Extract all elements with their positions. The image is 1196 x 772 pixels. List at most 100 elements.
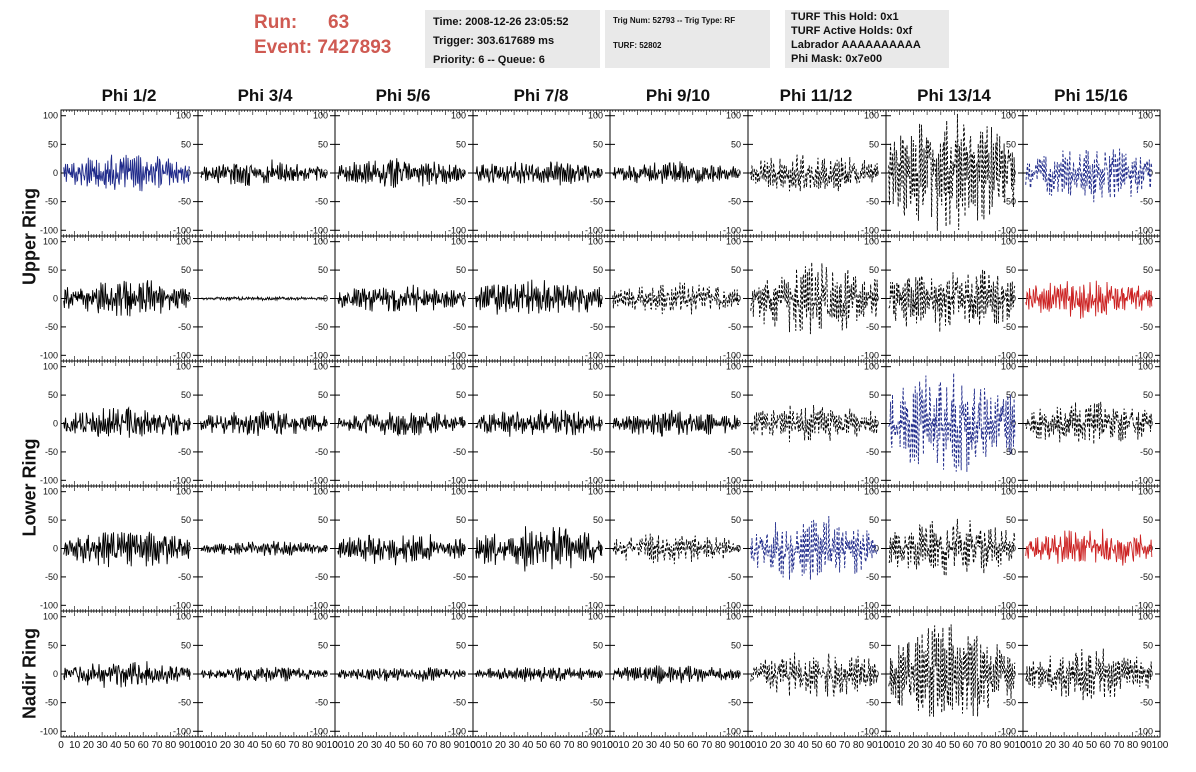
y-tick-label: 100: [588, 487, 603, 497]
y-tick-label: -50: [728, 572, 741, 582]
y-tick-label: 0: [598, 168, 603, 178]
x-tick-label: 80: [853, 740, 865, 751]
y-tick-label: 100: [176, 612, 191, 622]
x-tick-label: 60: [550, 740, 562, 751]
y-tick-label: 50: [731, 515, 741, 525]
y-tick-label: -100: [448, 350, 466, 360]
x-tick-label: 10: [206, 740, 218, 751]
y-tick-label: -50: [178, 572, 191, 582]
waveform-trace: [888, 624, 1016, 717]
x-tick-label: 90: [591, 740, 603, 751]
y-tick-label: -50: [45, 698, 58, 708]
y-tick-label: 50: [869, 640, 879, 650]
y-tick-label: 50: [456, 265, 466, 275]
y-tick-label: 100: [1138, 237, 1153, 247]
y-tick-label: 50: [1006, 265, 1016, 275]
x-tick-label: 0: [195, 740, 201, 751]
y-tick-label: 50: [48, 390, 58, 400]
x-tick-label: 90: [867, 740, 879, 751]
y-tick-label: -100: [448, 726, 466, 736]
waveform-trace: [63, 531, 191, 568]
y-tick-label: -50: [1140, 197, 1153, 207]
x-tick-label: 20: [495, 740, 507, 751]
y-tick-label: 100: [726, 237, 741, 247]
column-header-phi-3-4: Phi 3/4: [237, 86, 293, 105]
y-tick-label: -100: [448, 475, 466, 485]
waveform-trace: [612, 161, 741, 184]
y-tick-label: 50: [731, 640, 741, 650]
y-tick-label: 50: [181, 640, 191, 650]
y-tick-label: 100: [43, 362, 58, 372]
y-tick-label: 100: [1001, 237, 1016, 247]
y-tick-label: -100: [1135, 475, 1153, 485]
x-tick-label: 0: [470, 740, 476, 751]
y-tick-label: -50: [315, 322, 328, 332]
x-tick-label: 30: [509, 740, 521, 751]
y-tick-label: -50: [453, 197, 466, 207]
trig-info-box: Trig Num: 52793 -- Trig Type: RF TURF: 5…: [605, 10, 770, 68]
y-tick-label: 0: [736, 168, 741, 178]
x-tick-label: 50: [536, 740, 548, 751]
y-tick-label: -50: [453, 698, 466, 708]
x-tick-label: 100: [190, 740, 207, 751]
x-tick-label: 100: [327, 740, 344, 751]
x-tick-label: 10: [343, 740, 355, 751]
waveform-trace: [337, 158, 466, 188]
x-tick-label: 10: [69, 740, 81, 751]
y-tick-label: 50: [48, 139, 58, 149]
waveform-trace: [200, 540, 328, 556]
y-tick-label: -100: [861, 600, 879, 610]
y-tick-label: -100: [585, 600, 603, 610]
y-tick-label: -50: [315, 572, 328, 582]
y-tick-label: -100: [40, 726, 58, 736]
x-tick-label: 40: [935, 740, 947, 751]
column-header-phi-5-6: Phi 5/6: [375, 86, 431, 105]
y-tick-label: -100: [998, 225, 1016, 235]
y-tick-label: -50: [590, 322, 603, 332]
x-tick-label: 50: [261, 740, 273, 751]
y-tick-label: 100: [864, 612, 879, 622]
waveform-trace: [1025, 280, 1153, 319]
y-tick-label: 0: [598, 419, 603, 429]
y-tick-label: -100: [585, 726, 603, 736]
y-tick-label: -50: [866, 322, 879, 332]
x-tick-label: 20: [632, 740, 644, 751]
waveform-trace: [337, 667, 466, 682]
column-header-phi-11-12: Phi 11/12: [779, 86, 853, 105]
y-tick-label: 100: [451, 362, 466, 372]
y-tick-label: 50: [1006, 139, 1016, 149]
y-tick-label: 50: [1006, 390, 1016, 400]
waveform-trace: [888, 269, 1016, 333]
panel-frame: [747, 235, 887, 362]
y-tick-label: -100: [448, 225, 466, 235]
waveform-trace: [200, 410, 328, 437]
y-tick-label: 100: [313, 111, 328, 121]
y-tick-label: 50: [318, 265, 328, 275]
x-tick-label: 10: [1031, 740, 1043, 751]
column-header-phi-1-2: Phi 1/2: [101, 86, 157, 105]
column-header-phi-15-16: Phi 15/16: [1054, 86, 1128, 105]
y-tick-label: 50: [1143, 515, 1153, 525]
y-tick-label: 100: [1001, 362, 1016, 372]
labrador-text: Labrador AAAAAAAAAA: [791, 39, 921, 51]
waveform-trace: [63, 661, 191, 688]
x-tick-label: 30: [922, 740, 934, 751]
y-tick-label: -100: [998, 726, 1016, 736]
y-tick-label: -100: [861, 350, 879, 360]
y-tick-label: 50: [593, 390, 603, 400]
x-tick-label: 80: [990, 740, 1002, 751]
y-tick-label: 0: [323, 168, 328, 178]
y-tick-label: 0: [874, 419, 879, 429]
x-tick-label: 20: [770, 740, 782, 751]
y-tick-label: 100: [726, 111, 741, 121]
waveform-trace: [750, 515, 879, 580]
x-tick-label: 70: [288, 740, 300, 751]
y-tick-label: 50: [731, 139, 741, 149]
y-tick-label: -100: [40, 350, 58, 360]
y-tick-label: -50: [728, 322, 741, 332]
x-tick-label: 100: [1015, 740, 1032, 751]
x-tick-label: 60: [275, 740, 287, 751]
y-tick-label: -50: [178, 698, 191, 708]
y-tick-label: -50: [590, 447, 603, 457]
y-tick-label: -50: [1140, 322, 1153, 332]
